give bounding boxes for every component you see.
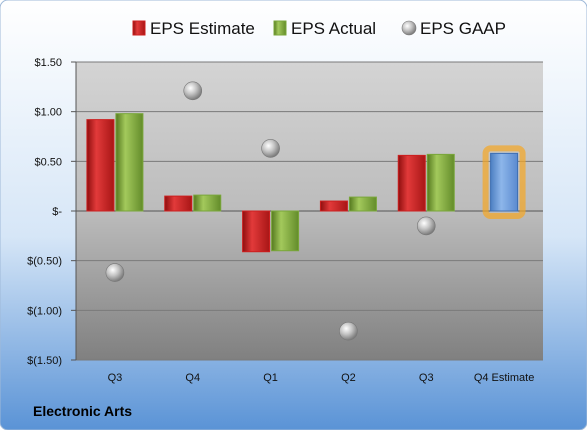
legend-label: EPS Estimate (150, 19, 255, 38)
eps-gaap-marker (261, 139, 280, 158)
legend-swatch (401, 20, 417, 36)
x-tick-label: Q1 (263, 372, 278, 384)
x-axis-tick-labels: Q3 Q4 Q1 Q2 Q3 Q4 Estimate (108, 372, 535, 384)
eps-gaap-marker (416, 216, 436, 236)
y-tick-label: $(1.00) (27, 305, 62, 317)
eps-actual-bar (426, 153, 455, 212)
eps-estimate-bar (242, 210, 271, 253)
eps-estimate-bar (397, 154, 426, 212)
eps-estimate-bar (86, 119, 115, 212)
eps-actual-bar (348, 196, 377, 212)
y-tick-label: $(0.50) (27, 256, 62, 268)
x-tick-label: Q4 (185, 372, 200, 384)
eps-gaap-marker (105, 263, 125, 282)
eps-estimate-bar (319, 200, 348, 212)
x-tick-label: Q4 Estimate (474, 372, 535, 384)
legend-label: EPS Actual (291, 19, 376, 38)
legend-swatch (132, 20, 146, 36)
y-tick-label: $1.00 (34, 107, 62, 119)
y-tick-label: $- (52, 206, 62, 218)
eps-actual-bar (193, 194, 222, 212)
eps-gaap-marker (339, 321, 358, 341)
legend: EPS Estimate EPS Actual EPS GAAP (132, 19, 506, 38)
y-tick-label: $1.50 (34, 57, 62, 69)
gridlines (71, 61, 543, 361)
eps-actual-bar (115, 113, 144, 212)
y-axis-tick-labels: $1.50 $1.00 $0.50 $- $(0.50) $(1.00) $(1.50) (27, 57, 62, 367)
y-tick-label: $(1.50) (27, 355, 62, 367)
eps-gaap-marker (183, 81, 203, 101)
q4-estimate-bar (490, 152, 519, 212)
x-tick-label: Q3 (108, 372, 123, 384)
x-tick-label: Q2 (341, 372, 356, 384)
x-tick-label: Q3 (419, 372, 434, 384)
estimate-glow (482, 145, 526, 220)
eps-estimate-bar (164, 195, 193, 212)
eps-actual-bar (271, 210, 300, 252)
chart-marks (86, 81, 526, 341)
company-name: Electronic Arts (33, 403, 132, 419)
legend-swatch (273, 20, 287, 36)
y-tick-label: $0.50 (34, 156, 62, 168)
legend-label: EPS GAAP (420, 19, 506, 38)
